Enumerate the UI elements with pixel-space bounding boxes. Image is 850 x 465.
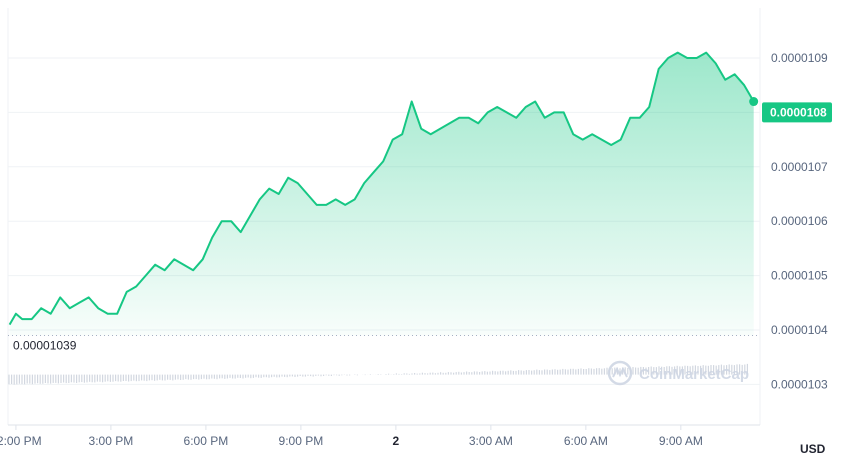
- current-price-dot: [749, 97, 759, 107]
- volume-bars: [8, 363, 749, 385]
- coinmarketcap-logo-mark: [612, 366, 628, 378]
- y-tick-label: 0.0000103: [771, 377, 828, 391]
- watermark-text: CoinMarketCap: [639, 366, 749, 383]
- y-tick-label: 0.0000109: [771, 51, 828, 65]
- reference-label: 0.00001039: [13, 338, 77, 352]
- x-tick-label: 3:00 AM: [469, 434, 513, 448]
- currency-label: USD: [800, 442, 826, 456]
- current-price-label: 0.0000108: [770, 105, 827, 119]
- current-price-badge: 0.0000108: [762, 102, 832, 123]
- y-axis: 0.0000109 0.0000108 0.0000107 0.0000106 0.00…: [771, 51, 828, 391]
- x-tick-label: 9:00 AM: [659, 434, 703, 448]
- y-tick-label: 0.0000104: [771, 323, 828, 337]
- price-area-fill: [9, 52, 754, 336]
- x-tick-label: 9:00 PM: [279, 434, 324, 448]
- y-tick-label: 0.0000106: [771, 214, 828, 228]
- price-line: [8, 51, 755, 326]
- x-tick-label: 3:00 PM: [89, 434, 134, 448]
- y-tick-label: 0.0000105: [771, 269, 828, 283]
- x-axis: 12:00 PM 3:00 PM 6:00 PM 9:00 PM 2 3:00 AM 6:0…: [0, 425, 703, 448]
- current-price-badge-bg: [762, 102, 832, 123]
- x-tick-label: 12:00 PM: [0, 434, 42, 448]
- coinmarketcap-logo-icon: [607, 360, 633, 386]
- x-tick-label: 6:00 PM: [184, 434, 229, 448]
- y-tick-label: 0.0000107: [771, 160, 828, 174]
- x-tick-label: 6:00 AM: [564, 434, 608, 448]
- x-tick-label: 2: [393, 434, 400, 448]
- watermark: CoinMarketCap: [607, 360, 749, 386]
